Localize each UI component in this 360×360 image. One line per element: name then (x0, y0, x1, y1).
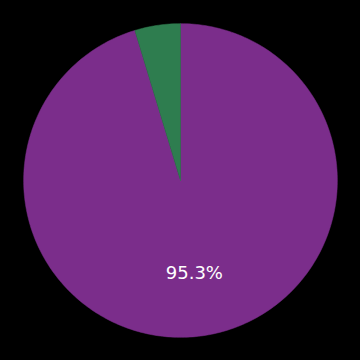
svg-text:95.3%: 95.3% (166, 262, 223, 283)
